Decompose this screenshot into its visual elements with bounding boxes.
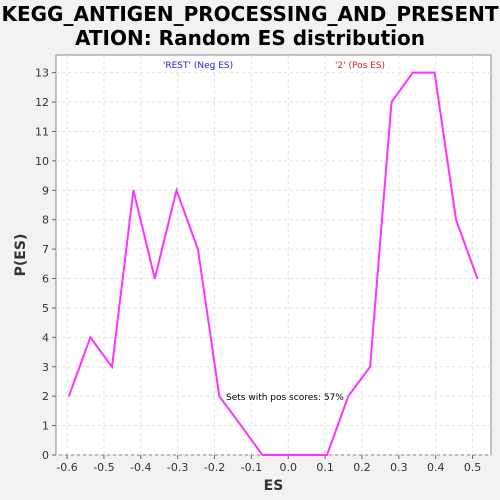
x-tick-label: -0.6: [56, 461, 77, 474]
x-tick-label: -0.5: [93, 461, 114, 474]
y-tick-label: 12: [35, 96, 49, 109]
chart-title-line-2: ATION: Random ES distribution: [74, 26, 426, 50]
y-axis-label: P(ES): [13, 234, 29, 277]
data-point: [89, 336, 92, 339]
x-tick-label: -0.2: [204, 461, 225, 474]
x-tick-label: 0.5: [464, 461, 482, 474]
y-tick-label: 8: [42, 214, 49, 227]
x-tick-label: 0.4: [427, 461, 445, 474]
data-point: [326, 454, 328, 456]
data-point: [304, 454, 307, 456]
data-point: [455, 218, 457, 221]
y-tick-label: 11: [35, 125, 49, 138]
y-tick-label: 1: [42, 420, 49, 433]
data-point: [175, 189, 178, 192]
data-point: [369, 365, 371, 368]
data-point: [261, 454, 264, 456]
y-tick-label: 0: [42, 449, 49, 462]
data-point: [412, 71, 414, 74]
x-tick-label: -0.1: [241, 461, 262, 474]
x-tick-label: -0.4: [130, 461, 151, 474]
data-point: [132, 189, 135, 192]
series-line: [67, 71, 479, 456]
plot-area: [55, 54, 492, 456]
x-tick-label: 0.3: [390, 461, 408, 474]
data-point: [111, 365, 113, 368]
y-tick-label: 10: [35, 155, 49, 168]
data-point: [283, 454, 285, 456]
chart-title: KEGG_ANTIGEN_PROCESSING_AND_PRESENT ATIO…: [0, 2, 500, 50]
chart-title-line-1: KEGG_ANTIGEN_PROCESSING_AND_PRESENT: [1, 2, 499, 26]
series-layer: [67, 71, 479, 456]
y-tick-label: 4: [42, 331, 49, 344]
x-tick-label: -0.3: [167, 461, 188, 474]
annotation-pos-scores: Sets with pos scores: 57%: [226, 393, 344, 403]
y-tick-label: 5: [42, 302, 49, 315]
data-point: [390, 101, 393, 103]
data-point: [218, 395, 221, 397]
x-axis-ticks: -0.6 -0.5 -0.4 -0.3 -0.2 -0.1 0.0 0.1 0.2 0.3 0.4 0…: [56, 455, 481, 474]
data-point: [197, 248, 199, 250]
data-point: [68, 395, 70, 397]
y-tick-label: 7: [42, 243, 49, 256]
y-tick-label: 9: [42, 184, 49, 197]
legend-item-pos: '2' (Pos ES): [335, 61, 385, 71]
y-tick-label: 6: [42, 273, 49, 286]
data-point: [433, 71, 436, 74]
y-tick-label: 3: [42, 361, 49, 374]
x-tick-label: 0.1: [316, 461, 334, 474]
x-tick-label: 0.2: [353, 461, 371, 474]
x-axis-label: ES: [264, 478, 284, 494]
y-tick-label: 2: [42, 390, 49, 403]
data-point: [240, 424, 242, 427]
grid-lines: [56, 55, 491, 456]
y-tick-label: 13: [35, 67, 49, 80]
legend-item-neg: 'REST' (Neg ES): [163, 61, 233, 71]
x-tick-label: 0.0: [279, 461, 297, 474]
data-point: [476, 277, 479, 280]
data-point: [347, 395, 350, 397]
data-point: [153, 277, 156, 280]
